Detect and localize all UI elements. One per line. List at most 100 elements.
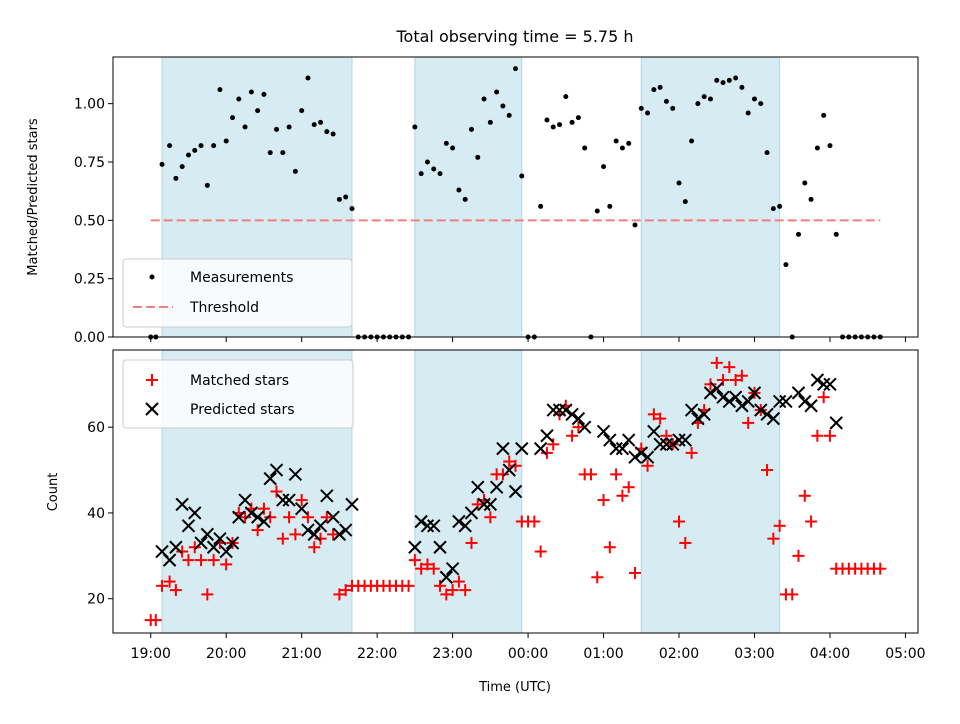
measurement-point [619,145,625,151]
predicted-point [213,531,227,546]
matched-point [685,446,698,459]
matched-point [610,468,623,481]
measurement-point [223,138,229,144]
bottom-x-ticks: 19:00 20:00 21:00 22:00 23:00 00:00 01:00 02:00… [131,633,926,662]
predicted-point [760,407,774,422]
predicted-point [672,433,686,447]
matched-point [641,459,654,472]
predicted-point [710,381,724,396]
matched-point [257,502,270,515]
predicted-point [741,394,755,409]
measurement-point [689,138,695,144]
measurement-point [676,180,682,186]
legend-marker-measurements [149,274,155,280]
predicted-point [766,411,781,426]
measurement-point [796,231,802,237]
measurement-point [267,150,273,156]
matched-point [471,498,484,511]
matched-point [742,416,755,429]
predicted-point [452,514,466,529]
top-y-tick-label: 1.00 [74,97,105,113]
top-shaded-interval-2 [414,56,523,338]
measurement-point [330,131,336,137]
predicted-point [823,377,837,392]
measurement-point [770,206,776,212]
matched-point [798,489,811,502]
measurement-point [739,84,745,90]
measurement-point [575,115,581,121]
predicted-point [169,540,183,554]
x-tick-label: 00:00 [508,646,548,662]
matched-point [509,459,522,472]
matched-point [528,515,541,528]
measurement-point [519,173,525,179]
measurement-point [450,145,456,151]
predicted-point [301,523,315,537]
predicted-point [691,411,705,426]
predicted-point [320,489,334,503]
measurement-point [255,108,261,114]
predicted-point [621,433,636,447]
measurement-point [638,105,644,111]
predicted-point [615,441,630,456]
matched-point [773,519,786,532]
legend-label-matched: Matched stars [190,373,289,389]
predicted-point [307,527,321,542]
predicted-point [282,493,296,507]
measurement-point [557,122,563,128]
predicted-point [188,506,202,520]
measurement-point [607,203,613,209]
predicted-point [559,403,573,417]
top-y-axis-label: Matched/Predicted stars [26,118,41,276]
predicted-point [716,390,730,404]
predicted-point [628,450,642,464]
bottom-shaded-intervals [161,349,781,634]
measurement-point [651,87,657,93]
predicted-point [791,386,806,400]
predicted-point [496,441,510,456]
matched-point [591,571,604,584]
predicted-point [798,394,812,409]
measurement-point [418,171,424,177]
predicted-point [445,561,460,576]
matched-point [805,515,818,528]
predicted-point [772,394,787,409]
matched-point [283,511,296,524]
measurement-point [198,143,204,149]
measurement-point [481,96,487,102]
predicted-point [219,544,233,559]
matched-point [408,554,421,567]
measurement-point [443,140,449,146]
measurement-point [248,89,254,95]
measurement-point [229,115,235,121]
matched-point [270,485,283,498]
matched-point [276,532,289,545]
predicted-point [250,510,265,524]
bottom-panel: 20 40 60 19:00 20:00 21:00 22:00 23:00 00:00 01:… [46,349,926,695]
measurement-point [412,124,418,130]
matched-point [421,558,434,571]
matched-point [786,588,799,601]
matched-point [729,374,742,387]
measurement-point [814,145,820,151]
predicted-point [678,433,693,447]
matched-point [314,532,327,545]
predicted-point [414,514,428,529]
measurement-point [424,159,430,165]
predicted-point [747,386,762,400]
measurement-point [211,143,217,149]
measurement-point [550,124,556,130]
matched-point [440,588,453,601]
predicted-point [533,441,548,456]
matched-point [149,614,162,627]
predicted-point [810,373,825,387]
measurement-point [305,75,311,81]
measurement-point [808,196,814,202]
predicted-point [269,463,284,477]
matched-point [339,584,352,597]
matched-point [503,455,516,468]
predicted-point [571,411,586,426]
bottom-y-tick-label: 60 [87,420,105,436]
top-axes-frame [112,56,919,338]
